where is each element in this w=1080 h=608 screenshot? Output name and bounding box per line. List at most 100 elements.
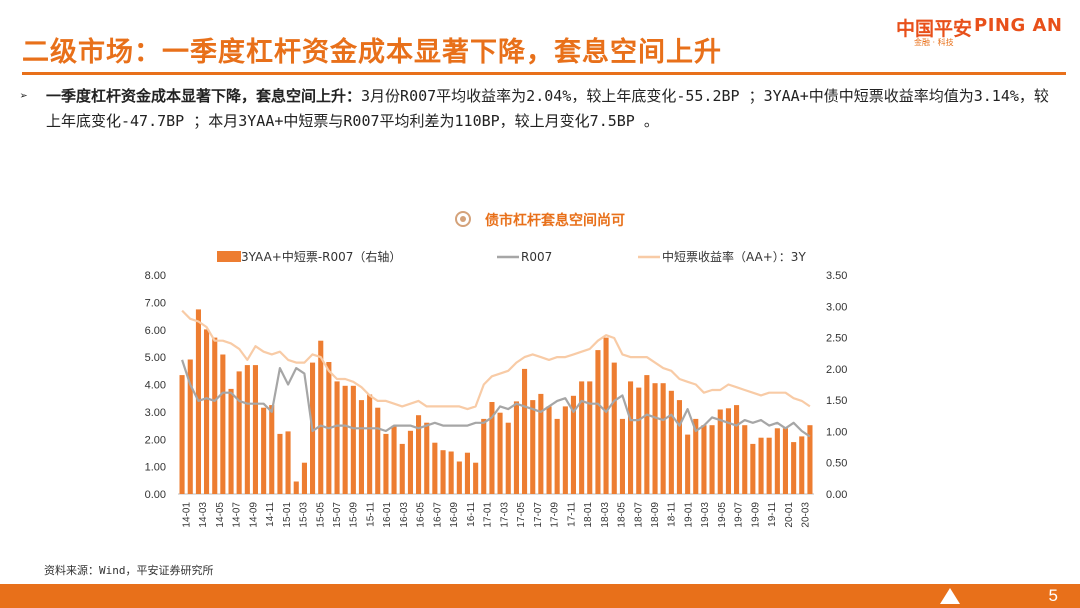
x-tick-label: 17-03 <box>499 502 510 528</box>
bar <box>693 418 699 494</box>
bar <box>750 443 756 494</box>
bar <box>611 362 617 494</box>
bar <box>668 390 674 494</box>
bar <box>701 425 707 494</box>
bar <box>603 337 609 494</box>
bar <box>236 371 242 494</box>
x-tick-label: 14-11 <box>265 502 276 527</box>
bar <box>456 461 462 494</box>
bar <box>285 431 291 494</box>
bar <box>448 451 454 494</box>
logo-english: PING AN <box>974 15 1063 36</box>
chart-title: 债市杠杆套息空间尚可 <box>0 210 1080 230</box>
bar <box>709 425 715 494</box>
legend-swatch-bar <box>217 251 241 262</box>
bar <box>367 394 373 494</box>
x-tick-label: 15-05 <box>315 502 326 528</box>
x-tick-label: 19-11 <box>767 502 778 527</box>
legend-label-yield: 中短票收益率（AA+）：3Y <box>662 249 806 264</box>
bullet-arrow-icon: ➢ <box>20 89 28 104</box>
bar <box>742 425 748 494</box>
x-tick-label: 18-05 <box>617 502 628 528</box>
bar <box>807 425 813 494</box>
summary-heading: 一季度杠杆资金成本显著下降，套息空间上升： <box>46 87 362 105</box>
x-tick-label: 19-09 <box>750 502 761 528</box>
x-tick-label: 15-01 <box>282 502 293 528</box>
bar <box>375 407 381 494</box>
bar <box>522 368 528 494</box>
x-tick-label: 17-07 <box>533 502 544 528</box>
logo-tagline: 金融 · 科技 <box>914 38 954 47</box>
left-tick-label: 4.00 <box>145 380 166 392</box>
right-tick-label: 3.00 <box>826 301 847 313</box>
bar <box>318 340 324 494</box>
bar <box>424 422 430 494</box>
bar <box>261 407 267 494</box>
bar <box>432 442 438 494</box>
footer-mark-icon <box>940 588 960 604</box>
x-tick-label: 17-01 <box>483 502 494 528</box>
source-note: 资料来源：Wind，平安证券研究所 <box>44 564 214 577</box>
x-tick-label: 15-07 <box>332 502 343 528</box>
left-tick-label: 0.00 <box>145 489 166 501</box>
bar <box>676 400 682 494</box>
bar <box>228 388 234 494</box>
bar <box>758 437 764 494</box>
bar <box>636 387 642 494</box>
bar <box>554 418 560 494</box>
x-tick-label: 19-05 <box>717 502 728 528</box>
bar <box>799 436 805 494</box>
right-tick-label: 1.50 <box>826 395 847 407</box>
x-tick-label: 14-03 <box>198 502 209 528</box>
bar <box>301 462 307 494</box>
footer-bar: 5 <box>0 584 1080 608</box>
bar <box>579 381 585 494</box>
left-tick-label: 7.00 <box>145 297 166 309</box>
bar <box>628 381 634 494</box>
bar <box>473 462 479 494</box>
bar <box>383 433 389 494</box>
bar <box>269 405 275 494</box>
x-tick-label: 18-11 <box>667 502 678 527</box>
bar <box>497 412 503 494</box>
x-tick-label: 14-07 <box>232 502 243 528</box>
right-tick-label: 0.50 <box>826 458 847 470</box>
x-tick-label: 16-07 <box>432 502 443 528</box>
title-divider <box>22 72 1066 75</box>
x-tick-label: 20-01 <box>784 502 795 528</box>
bar <box>652 383 658 494</box>
x-tick-label: 16-09 <box>449 502 460 528</box>
x-tick-label: 19-03 <box>700 502 711 528</box>
bar <box>293 481 299 494</box>
x-tick-label: 15-09 <box>349 502 360 528</box>
logo-chinese: 中国平安 <box>896 18 973 40</box>
x-tick-label: 16-01 <box>382 502 393 528</box>
x-tick-label: 18-03 <box>600 502 611 528</box>
bar <box>204 329 210 494</box>
bar <box>791 442 797 494</box>
bar <box>179 375 185 494</box>
bar <box>774 428 780 494</box>
page-title: 二级市场：一季度杠杆资金成本显著下降，套息空间上升 <box>22 37 722 68</box>
bar <box>399 443 405 494</box>
left-tick-label: 6.00 <box>145 325 166 337</box>
bar <box>660 383 666 494</box>
x-tick-label: 19-01 <box>684 502 695 528</box>
summary-bullet: ➢ 一季度杠杆资金成本显著下降，套息空间上升：3月份R007平均收益率为2.04… <box>20 84 1056 134</box>
right-tick-label: 2.00 <box>826 364 847 376</box>
x-tick-label: 18-09 <box>650 502 661 528</box>
bar <box>481 418 487 494</box>
bar <box>244 365 250 494</box>
bar <box>717 409 723 494</box>
bar <box>416 415 422 494</box>
x-tick-label: 15-11 <box>366 502 377 527</box>
legend-label-spread: 3YAA+中短票-R007（右轴） <box>241 249 401 264</box>
bar <box>685 434 691 494</box>
left-tick-label: 5.00 <box>145 352 166 364</box>
bar <box>212 337 218 494</box>
bar <box>252 365 258 494</box>
yield-line <box>181 309 811 411</box>
target-icon <box>455 211 471 227</box>
bar <box>725 408 731 494</box>
chart-title-text: 债市杠杆套息空间尚可 <box>485 213 625 229</box>
